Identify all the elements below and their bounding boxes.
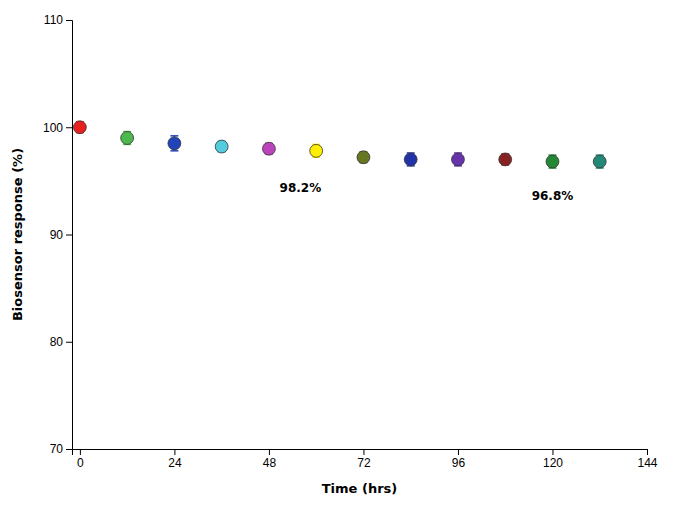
y-tick: 70 (50, 442, 72, 456)
x-tick-mark (269, 449, 270, 455)
x-axis-title: Time (hrs) (322, 481, 398, 496)
y-tick-mark (66, 342, 72, 343)
y-tick-mark (66, 127, 72, 128)
x-tick: 24 (168, 449, 182, 470)
point (215, 140, 228, 153)
error-bar-cap (170, 135, 178, 137)
x-tick: 120 (543, 449, 563, 470)
error-bar-cap (170, 150, 178, 152)
x-tick: 0 (77, 449, 84, 470)
y-tick-label: 100 (43, 121, 63, 135)
annotation: 98.2% (280, 181, 322, 195)
x-tick-label: 120 (543, 456, 563, 470)
y-tick-mark (66, 235, 72, 236)
point (404, 153, 417, 166)
y-tick: 80 (50, 335, 72, 349)
x-axis: 0 24 48 72 96 120 144 (73, 449, 658, 470)
point (73, 121, 86, 134)
x-tick-mark (80, 449, 81, 455)
x-tick-mark (647, 449, 648, 455)
y-axis: 70 80 90 100 110 (43, 13, 73, 456)
error-bars (76, 122, 604, 168)
marks (73, 121, 606, 168)
annotation: 96.8% (532, 189, 574, 203)
x-tick: 96 (452, 449, 466, 470)
point (262, 142, 275, 155)
x-tick-mark (363, 449, 364, 455)
y-axis-title: Biosensor response (%) (10, 148, 25, 321)
y-axis-line (66, 21, 73, 450)
y-tick-label: 110 (44, 13, 63, 27)
x-tick-label: 24 (168, 456, 182, 470)
point (310, 144, 323, 157)
y-tick-mark (66, 20, 72, 21)
point (452, 153, 465, 166)
y-tick: 110 (44, 13, 72, 27)
point (499, 153, 512, 166)
x-tick-mark (458, 449, 459, 455)
x-tick: 144 (637, 449, 657, 470)
y-tick: 100 (43, 121, 72, 135)
point (593, 155, 606, 168)
plot: 0 24 48 72 96 120 144 70 80 90 100 110 Time (hrs) Bio… (10, 13, 658, 496)
point (357, 151, 370, 164)
point (168, 137, 181, 150)
x-tick-mark (174, 449, 175, 455)
y-tick-mark (66, 449, 72, 450)
x-tick-label: 0 (77, 456, 84, 470)
point (546, 155, 559, 168)
x-tick-label: 48 (263, 456, 277, 470)
x-tick-label: 96 (452, 456, 466, 470)
x-tick-label: 144 (637, 456, 657, 470)
annotations: 98.2% 96.8% (280, 181, 574, 204)
point (121, 132, 134, 145)
y-tick-label: 70 (50, 442, 64, 456)
x-axis-line (73, 450, 648, 456)
y-tick-label: 90 (50, 228, 64, 242)
chart: 0 24 48 72 96 120 144 70 80 90 100 110 Time (hrs) Bio… (0, 0, 675, 507)
x-tick: 72 (357, 449, 371, 470)
y-tick: 90 (50, 228, 72, 242)
x-tick-mark (552, 449, 553, 455)
points (73, 121, 606, 168)
y-tick-label: 80 (50, 335, 64, 349)
x-tick-label: 72 (357, 456, 371, 470)
x-tick: 48 (263, 449, 277, 470)
